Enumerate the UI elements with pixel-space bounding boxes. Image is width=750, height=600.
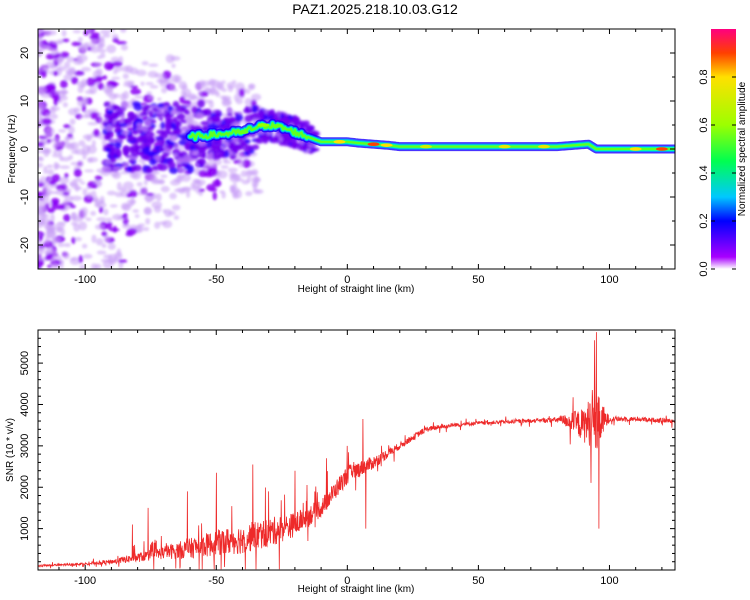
spectrogram-y-tick-label: 20 [19, 47, 31, 59]
snr-ticks: -100 -50 0 50 100 1000 2000 3000 4000 5000 [19, 329, 675, 587]
spectrogram-y-axis-label: Frequency (Hz) [7, 115, 18, 184]
colorbar-tick-label: 0.8 [698, 69, 710, 84]
snr-x-tick-label: 100 [600, 575, 618, 587]
snr-y-axis-label: SNR (10 * v/v) [5, 418, 16, 482]
colorbar-label: Normalized spectral amplitude [737, 81, 748, 216]
spectrogram-x-tick-label: -100 [74, 274, 96, 286]
spectrogram-x-tick-label: 100 [600, 274, 618, 286]
spectrogram-y-tick-label: 10 [19, 95, 31, 107]
colorbar-tick-label: 0.4 [698, 165, 710, 180]
snr-y-tick-label: 5000 [19, 351, 31, 375]
snr-plot-area [38, 332, 675, 570]
colorbar-ticks: 0.0 0.2 0.4 0.6 0.8 [698, 69, 736, 277]
spectrogram-y-tick-label: 0 [19, 146, 31, 152]
page-title: PAZ1.2025.218.10.03.G12 [292, 1, 458, 17]
spectrogram-x-tick-label: 0 [344, 274, 350, 286]
snr-y-tick-label: 1000 [19, 516, 31, 540]
colorbar-tick-label: 0.0 [698, 261, 710, 276]
snr-x-tick-label: -100 [74, 575, 96, 587]
colorbar-gradient [711, 29, 736, 269]
snr-x-axis-label: Height of straight line (km) [298, 584, 415, 595]
spectrogram-x-tick-label: -50 [208, 274, 224, 286]
spectrogram-plot-area [38, 29, 675, 269]
snr-y-tick-label: 4000 [19, 392, 31, 416]
snr-panel: -100 -50 0 50 100 1000 2000 3000 4000 5000 Height… [5, 329, 676, 595]
spectrogram-hot-spots [236, 123, 668, 151]
snr-x-tick-label: 0 [344, 575, 350, 587]
snr-series-line [38, 332, 675, 570]
spectrogram-band-blobs [101, 99, 321, 174]
colorbar: 0.0 0.2 0.4 0.6 0.8 Normalized spectral ampl… [698, 29, 748, 277]
spectrogram-y-tick-label: -10 [19, 189, 31, 205]
snr-frame [37, 329, 676, 571]
spectrogram-ridge-layer [188, 122, 675, 151]
snr-y-tick-label: 2000 [19, 475, 31, 499]
snr-y-tick-label: 3000 [19, 434, 31, 458]
spectrogram-x-tick-label: 50 [472, 274, 484, 286]
snr-x-tick-label: -50 [208, 575, 224, 587]
spectrogram-x-axis-label: Height of straight line (km) [298, 284, 415, 295]
snr-x-tick-label: 50 [472, 575, 484, 587]
colorbar-tick-label: 0.2 [698, 213, 710, 228]
colorbar-tick-label: 0.6 [698, 117, 710, 132]
spectrogram-y-tick-label: -20 [19, 237, 31, 253]
